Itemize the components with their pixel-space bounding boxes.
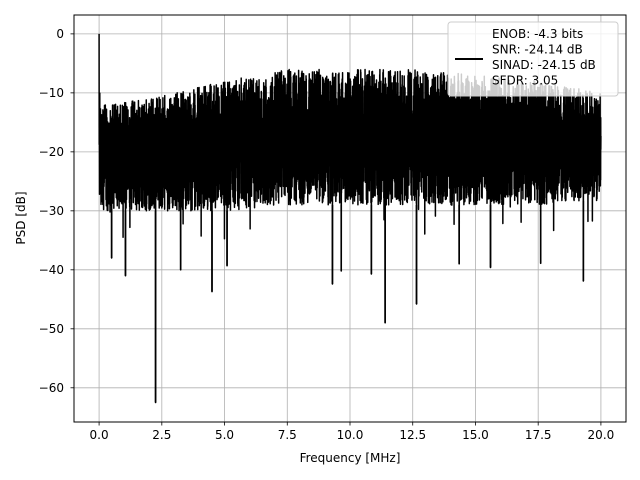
legend-line-text: ENOB: -4.3 bits [492,27,583,41]
x-tick-label: 15.0 [462,428,489,442]
legend-label: ENOB: -4.3 bits SNR: -24.14 dB SINAD: -24.… [492,27,596,88]
x-axis: 0.0 2.5 5.0 7.5 10.0 12.5 15.0 17.5 20.0 [90,422,615,442]
x-tick-label: 2.5 [152,428,171,442]
legend: ENOB: -4.3 bits SNR: -24.14 dB SINAD: -24.… [447,21,619,97]
y-tick-label: −10 [39,86,64,100]
x-tick-label: 0.0 [90,428,109,442]
x-tick-label: 12.5 [399,428,426,442]
y-tick-label: −30 [39,204,64,218]
x-tick-label: 7.5 [278,428,297,442]
y-tick-label: −40 [39,263,64,277]
x-tick-label: 17.5 [525,428,552,442]
y-tick-label: 0 [56,27,64,41]
psd-trace [98,33,602,404]
x-tick-label: 20.0 [588,428,615,442]
y-axis: 0 −10 −20 −30 −40 −50 −60 [39,27,74,395]
y-tick-label: −50 [39,322,64,336]
y-axis-label: PSD [dB] [14,191,28,244]
series-group [98,33,602,404]
y-tick-label: −20 [39,145,64,159]
y-tick-label: −60 [39,381,64,395]
x-axis-label: Frequency [MHz] [300,451,401,465]
legend-box [447,21,619,97]
legend-line-text: SINAD: -24.15 dB [492,58,596,72]
legend-line-text: SNR: -24.14 dB [492,43,583,57]
legend-line-text: SFDR: 3.05 [492,74,558,88]
x-tick-label: 10.0 [337,428,364,442]
x-tick-label: 5.0 [215,428,234,442]
